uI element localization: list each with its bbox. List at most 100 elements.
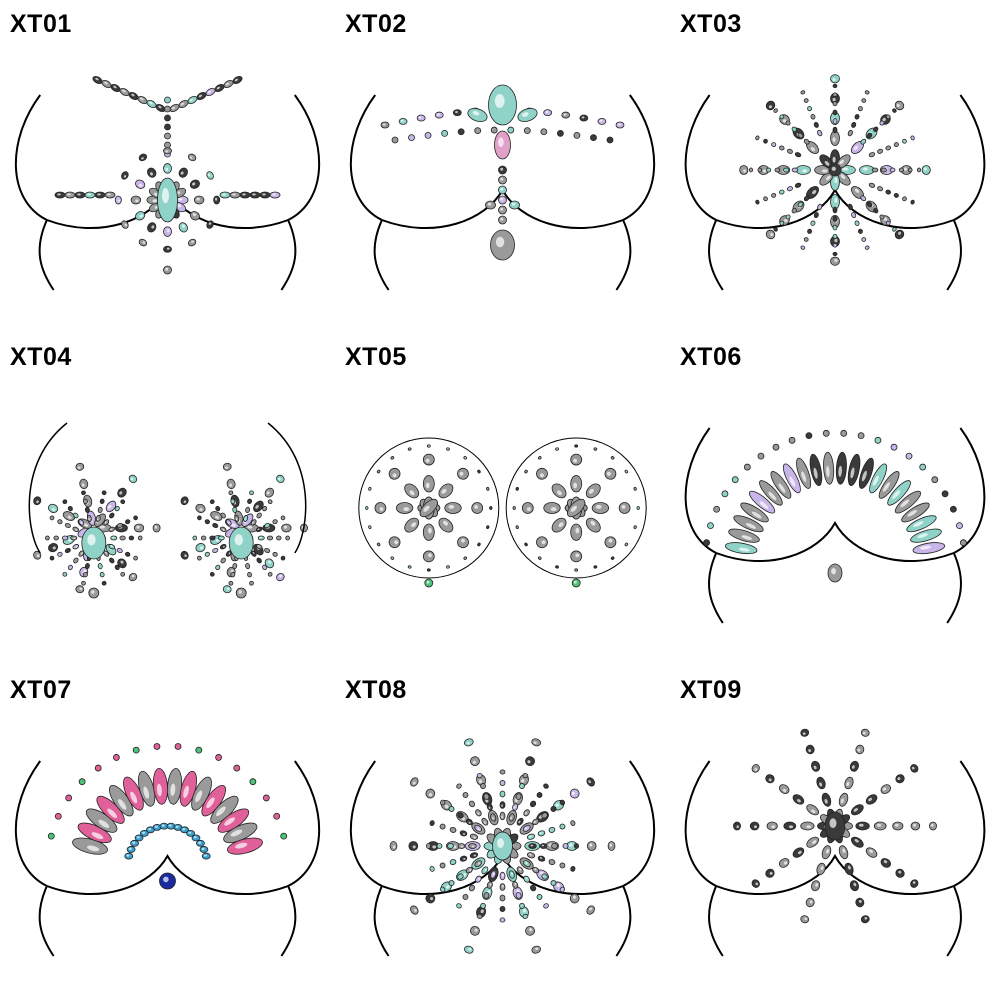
gem-highlight	[472, 110, 480, 116]
gem-highlight	[403, 507, 410, 512]
gem-highlight	[207, 90, 211, 94]
gem	[570, 820, 576, 826]
gem	[721, 490, 729, 498]
gem-highlight	[514, 883, 517, 886]
gem	[462, 894, 469, 900]
gem	[83, 571, 88, 578]
gem	[763, 196, 768, 202]
gem	[365, 506, 369, 510]
gem-highlight	[477, 828, 480, 831]
gem-highlight	[606, 471, 611, 476]
gem	[905, 452, 913, 460]
gem-highlight	[825, 175, 831, 181]
gem-highlight	[745, 523, 757, 529]
gem-highlight	[473, 854, 477, 857]
gem-highlight	[88, 518, 90, 521]
gem	[499, 769, 506, 775]
gem	[890, 443, 898, 451]
gem	[230, 498, 236, 505]
gem-highlight	[771, 825, 776, 829]
gem-highlight	[502, 873, 504, 877]
gem-highlight	[252, 193, 256, 196]
gem	[785, 214, 791, 220]
gem-highlight	[162, 187, 169, 204]
gem	[636, 506, 640, 510]
gem	[119, 535, 126, 541]
gem-highlight	[858, 899, 862, 903]
gem-highlight	[768, 491, 777, 501]
gem-highlight	[87, 845, 100, 852]
body-outline	[349, 760, 390, 957]
product-label: XT02	[345, 10, 407, 38]
gem-highlight	[36, 554, 40, 558]
gem-highlight	[142, 831, 145, 834]
gem-highlight	[183, 785, 189, 798]
gem	[519, 783, 525, 790]
gem	[550, 806, 557, 812]
gem-highlight	[819, 782, 823, 787]
body-outline	[615, 760, 656, 957]
gem	[910, 135, 915, 141]
gem-highlight	[428, 793, 433, 797]
gem-highlight	[862, 167, 868, 171]
gem	[755, 135, 760, 141]
gem	[543, 783, 549, 789]
gem	[949, 505, 957, 513]
gem	[73, 557, 79, 564]
gem-highlight	[802, 169, 808, 173]
gem	[81, 490, 86, 496]
gem	[537, 556, 542, 560]
gem	[892, 227, 897, 232]
gem-highlight	[105, 551, 108, 554]
gem	[456, 903, 462, 909]
gem	[499, 894, 506, 902]
gem-highlight	[128, 847, 132, 850]
gem	[803, 138, 810, 145]
gem-highlight	[230, 523, 236, 527]
product-label: XT03	[680, 10, 742, 38]
gem	[228, 490, 234, 496]
product-image	[684, 728, 986, 957]
gem	[822, 429, 830, 437]
gem	[885, 189, 891, 195]
gem	[797, 201, 804, 208]
gem	[885, 220, 891, 226]
gem	[832, 215, 838, 222]
gem-highlight	[834, 197, 838, 203]
gem	[128, 535, 135, 541]
gem-highlight	[257, 545, 260, 547]
gem-highlight	[842, 848, 846, 854]
gem	[391, 136, 399, 144]
gem-highlight	[259, 536, 262, 539]
gem-highlight	[220, 537, 223, 540]
gem	[441, 129, 449, 137]
gem-highlight	[858, 823, 864, 827]
gem	[766, 167, 772, 173]
gem	[390, 456, 395, 460]
gem	[73, 512, 79, 519]
gem	[910, 199, 915, 205]
gem	[426, 568, 431, 572]
gem-highlight	[232, 193, 236, 196]
gem-highlight	[182, 828, 186, 831]
gem-highlight	[500, 217, 504, 221]
gem-highlight	[768, 105, 772, 109]
gem-highlight	[176, 203, 182, 208]
gem	[45, 535, 50, 541]
gem-highlight	[839, 159, 845, 165]
gem	[153, 743, 161, 750]
gem	[390, 556, 395, 560]
gem	[519, 902, 525, 909]
gem-highlight	[455, 111, 458, 114]
gem-highlight	[840, 798, 844, 804]
gem-highlight	[75, 545, 78, 548]
gem	[212, 547, 219, 554]
gem-highlight	[140, 97, 144, 101]
gem-highlight	[570, 505, 577, 512]
gem-highlight	[165, 150, 169, 153]
gem-highlight	[540, 473, 544, 478]
gem-highlight	[784, 218, 788, 223]
gem-highlight	[201, 847, 205, 850]
gem-highlight	[511, 872, 513, 875]
gem	[101, 490, 107, 496]
